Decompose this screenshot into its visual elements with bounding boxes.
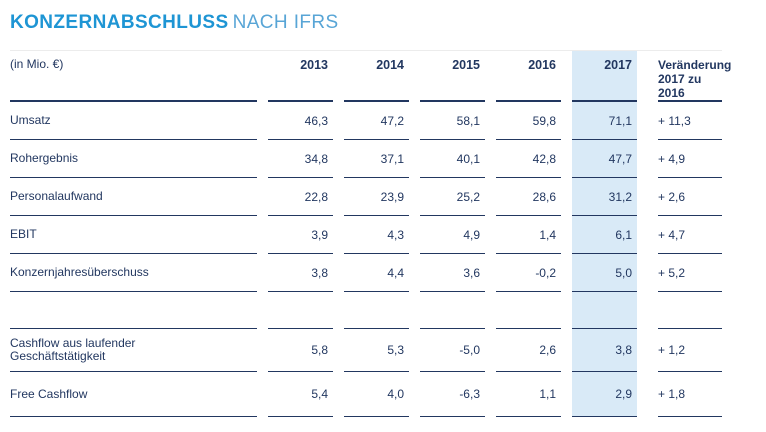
table-row-ebit: EBIT 3,9 4,3 4,9 1,4 6,1 + 4,7 xyxy=(10,216,722,254)
value-2013: 3,8 xyxy=(268,254,333,292)
value-2016: 1,4 xyxy=(496,216,561,254)
value-2017: 47,7 xyxy=(572,140,637,178)
value-change: + 11,3 xyxy=(658,102,722,140)
page-title: KONZERNABSCHLUSS NACH IFRS xyxy=(10,12,722,34)
value-2016: 42,8 xyxy=(496,140,561,178)
value-2017: 71,1 xyxy=(572,102,637,140)
page-title-main: KONZERNABSCHLUSS xyxy=(10,12,229,33)
change-header-line1: Veränderung xyxy=(658,58,732,72)
value-2014: 23,9 xyxy=(344,178,409,216)
value-2015: 40,1 xyxy=(420,140,485,178)
spacer-cell xyxy=(658,292,722,329)
table-header-row: (in Mio. €) 2013 2014 2015 2016 2017 Ver… xyxy=(10,50,731,102)
table-row-umsatz: Umsatz 46,3 47,2 58,1 59,8 71,1 + 11,3 xyxy=(10,102,722,140)
table-row-personalaufwand: Personalaufwand 22,8 23,9 25,2 28,6 31,2… xyxy=(10,178,722,216)
value-2017: 5,0 xyxy=(572,254,637,292)
value-2016: -0,2 xyxy=(496,254,561,292)
spacer-cell xyxy=(420,292,485,329)
row-label: Personalaufwand xyxy=(10,178,257,216)
value-2013: 34,8 xyxy=(268,140,333,178)
spacer-cell xyxy=(10,292,257,329)
value-2016: 59,8 xyxy=(496,102,561,140)
value-2015: 3,6 xyxy=(420,254,485,292)
value-change: + 4,9 xyxy=(658,140,722,178)
value-2013: 46,3 xyxy=(268,102,333,140)
value-2017: 6,1 xyxy=(572,216,637,254)
financial-table: (in Mio. €) 2013 2014 2015 2016 2017 Ver… xyxy=(10,50,731,417)
value-change: + 1,2 xyxy=(658,329,722,372)
page-title-suffix: NACH IFRS xyxy=(232,12,339,33)
row-label: Free Cashflow xyxy=(10,372,257,417)
spacer-cell xyxy=(344,292,409,329)
row-label: EBIT xyxy=(10,216,257,254)
value-2014: 37,1 xyxy=(344,140,409,178)
change-header-line2: 2017 zu 2016 xyxy=(658,72,702,100)
col-header-2014: 2014 xyxy=(344,51,409,102)
table-row-rohergebnis: Rohergebnis 34,8 37,1 40,1 42,8 47,7 + 4… xyxy=(10,140,722,178)
value-2015: -6,3 xyxy=(420,372,485,417)
spacer-cell-highlight xyxy=(572,292,637,329)
unit-label: (in Mio. €) xyxy=(10,51,257,102)
col-header-change: Veränderung 2017 zu 2016 xyxy=(658,51,731,102)
value-2016: 28,6 xyxy=(496,178,561,216)
row-label: Cashflow aus laufender Geschäftstätigkei… xyxy=(10,329,257,372)
value-2017: 31,2 xyxy=(572,178,637,216)
table-row-free-cashflow: Free Cashflow 5,4 4,0 -6,3 1,1 2,9 + 1,8 xyxy=(10,372,722,417)
spacer-cell xyxy=(268,292,333,329)
value-2014: 5,3 xyxy=(344,329,409,372)
spacer-cell xyxy=(496,292,561,329)
row-label: Konzernjahresüberschuss xyxy=(10,254,257,292)
col-header-2017: 2017 xyxy=(572,51,637,102)
value-2013: 3,9 xyxy=(268,216,333,254)
value-2014: 47,2 xyxy=(344,102,409,140)
value-2013: 5,8 xyxy=(268,329,333,372)
table-row-cashflow-laufend: Cashflow aus laufender Geschäftstätigkei… xyxy=(10,329,722,372)
value-2016: 2,6 xyxy=(496,329,561,372)
value-2015: 4,9 xyxy=(420,216,485,254)
col-header-2013: 2013 xyxy=(268,51,333,102)
value-change: + 4,7 xyxy=(658,216,722,254)
value-2015: -5,0 xyxy=(420,329,485,372)
table-row-konzernjahresueberschuss: Konzernjahresüberschuss 3,8 4,4 3,6 -0,2… xyxy=(10,254,722,292)
col-header-2015: 2015 xyxy=(420,51,485,102)
value-change: + 1,8 xyxy=(658,372,722,417)
value-2014: 4,4 xyxy=(344,254,409,292)
value-2017: 2,9 xyxy=(572,372,637,417)
value-2013: 22,8 xyxy=(268,178,333,216)
value-2013: 5,4 xyxy=(268,372,333,417)
value-2017: 3,8 xyxy=(572,329,637,372)
value-change: + 2,6 xyxy=(658,178,722,216)
col-header-2016: 2016 xyxy=(496,51,561,102)
spacer-row xyxy=(10,292,722,329)
row-label: Rohergebnis xyxy=(10,140,257,178)
value-2014: 4,0 xyxy=(344,372,409,417)
value-2016: 1,1 xyxy=(496,372,561,417)
value-change: + 5,2 xyxy=(658,254,722,292)
report-page: KONZERNABSCHLUSS NACH IFRS (in Mio. €) 20… xyxy=(10,12,731,417)
value-2015: 25,2 xyxy=(420,178,485,216)
value-2014: 4,3 xyxy=(344,216,409,254)
value-2015: 58,1 xyxy=(420,102,485,140)
row-label: Umsatz xyxy=(10,102,257,140)
